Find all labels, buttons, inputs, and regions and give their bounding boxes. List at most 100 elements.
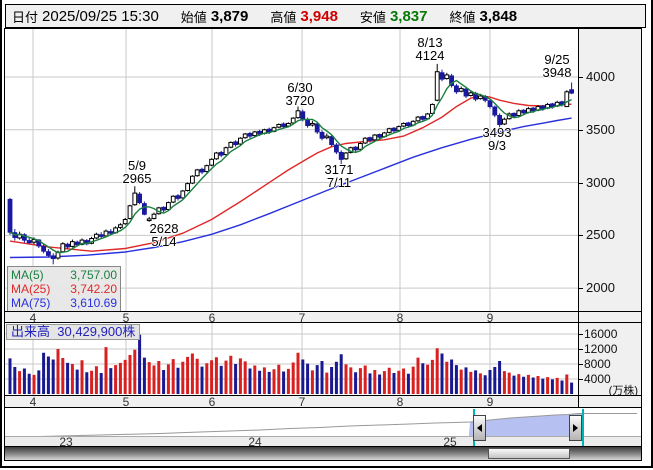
- candle[interactable]: [238, 137, 243, 145]
- volume-bar[interactable]: [176, 367, 180, 394]
- volume-bar[interactable]: [349, 367, 353, 394]
- volume-bar[interactable]: [238, 358, 242, 394]
- volume-bar[interactable]: [296, 352, 300, 394]
- candle[interactable]: [214, 152, 219, 160]
- volume-bar[interactable]: [248, 368, 252, 395]
- candle[interactable]: [458, 88, 464, 92]
- candle[interactable]: [94, 233, 99, 239]
- volume-bar[interactable]: [272, 369, 276, 394]
- candle[interactable]: [276, 123, 282, 128]
- candle[interactable]: [98, 234, 104, 237]
- volume-bar[interactable]: [291, 362, 295, 395]
- candle[interactable]: [434, 71, 440, 101]
- candle[interactable]: [569, 89, 575, 94]
- volume-bar[interactable]: [483, 375, 487, 394]
- scroll-left-button[interactable]: [473, 415, 486, 441]
- candle[interactable]: [50, 255, 56, 260]
- candle[interactable]: [46, 251, 51, 256]
- candle[interactable]: [468, 92, 474, 96]
- scroll-right-button[interactable]: [569, 415, 582, 441]
- volume-bar[interactable]: [301, 359, 305, 395]
- volume-bar[interactable]: [157, 361, 161, 394]
- volume-bar[interactable]: [565, 374, 569, 395]
- volume-bar[interactable]: [286, 368, 290, 394]
- candle[interactable]: [266, 128, 272, 133]
- candle[interactable]: [550, 103, 555, 108]
- volume-bar[interactable]: [258, 370, 262, 394]
- candle[interactable]: [247, 132, 253, 137]
- candle[interactable]: [449, 75, 455, 86]
- volume-bar[interactable]: [66, 362, 70, 394]
- candle[interactable]: [463, 88, 469, 97]
- volume-bar[interactable]: [262, 367, 266, 394]
- volume-bar[interactable]: [210, 360, 214, 394]
- volume-bar[interactable]: [522, 376, 526, 394]
- candle[interactable]: [70, 241, 75, 247]
- volume-bar[interactable]: [315, 365, 319, 394]
- volume-bar[interactable]: [406, 373, 410, 394]
- volume-bar[interactable]: [8, 358, 12, 394]
- candle[interactable]: [396, 126, 402, 131]
- volume-bar[interactable]: [32, 374, 36, 394]
- volume-bar[interactable]: [402, 368, 406, 395]
- candle[interactable]: [420, 116, 426, 120]
- volume-bar[interactable]: [277, 364, 281, 394]
- candle[interactable]: [377, 134, 383, 138]
- candle[interactable]: [161, 206, 166, 211]
- volume-bar[interactable]: [570, 382, 574, 394]
- volume-bar[interactable]: [430, 359, 434, 394]
- volume-bar[interactable]: [138, 334, 142, 394]
- candle[interactable]: [228, 141, 234, 148]
- candle[interactable]: [142, 203, 147, 215]
- volume-bar[interactable]: [27, 373, 31, 394]
- volume-bar[interactable]: [550, 379, 554, 394]
- scrollbar-track[interactable]: [4, 447, 641, 460]
- candle[interactable]: [305, 119, 311, 127]
- volume-bar[interactable]: [454, 365, 458, 394]
- volume-bar[interactable]: [104, 347, 108, 394]
- candle[interactable]: [137, 193, 142, 204]
- volume-bar[interactable]: [80, 360, 84, 394]
- volume-bar[interactable]: [234, 364, 238, 394]
- candle[interactable]: [343, 152, 349, 160]
- volume-bar[interactable]: [421, 363, 425, 394]
- candle[interactable]: [454, 85, 459, 93]
- candle[interactable]: [185, 183, 190, 191]
- volume-bar[interactable]: [152, 365, 156, 395]
- volume-bar[interactable]: [51, 359, 55, 395]
- candle[interactable]: [324, 135, 330, 139]
- candle[interactable]: [329, 136, 335, 146]
- volume-bar[interactable]: [536, 376, 540, 394]
- candle[interactable]: [516, 110, 522, 117]
- candle[interactable]: [372, 134, 378, 141]
- candle[interactable]: [41, 245, 47, 252]
- volume-bar[interactable]: [560, 380, 564, 395]
- volume-bar[interactable]: [488, 370, 492, 394]
- volume-bar[interactable]: [61, 358, 65, 394]
- volume-bar[interactable]: [450, 359, 454, 395]
- volume-bar[interactable]: [373, 370, 377, 394]
- volume-bar[interactable]: [70, 364, 74, 394]
- volume-bar[interactable]: [162, 370, 166, 394]
- volume-bar[interactable]: [42, 352, 46, 394]
- volume-bar[interactable]: [128, 355, 132, 394]
- candle[interactable]: [122, 218, 128, 225]
- volume-bar[interactable]: [325, 372, 329, 394]
- volume-bar[interactable]: [22, 368, 26, 395]
- candle[interactable]: [31, 239, 37, 243]
- volume-bar[interactable]: [310, 370, 314, 394]
- volume-bar[interactable]: [344, 364, 348, 394]
- volume-bar[interactable]: [90, 370, 94, 394]
- candle[interactable]: [290, 117, 296, 124]
- candle[interactable]: [79, 239, 85, 245]
- volume-bar[interactable]: [392, 373, 396, 394]
- candle[interactable]: [430, 103, 435, 114]
- volume-bar[interactable]: [502, 371, 506, 394]
- volume-bar[interactable]: [469, 371, 473, 394]
- candle[interactable]: [310, 122, 315, 126]
- volume-bar[interactable]: [354, 372, 358, 394]
- volume-bar[interactable]: [267, 371, 271, 394]
- volume-bar[interactable]: [46, 356, 50, 395]
- candle[interactable]: [223, 147, 229, 156]
- volume-chart[interactable]: [4, 323, 578, 395]
